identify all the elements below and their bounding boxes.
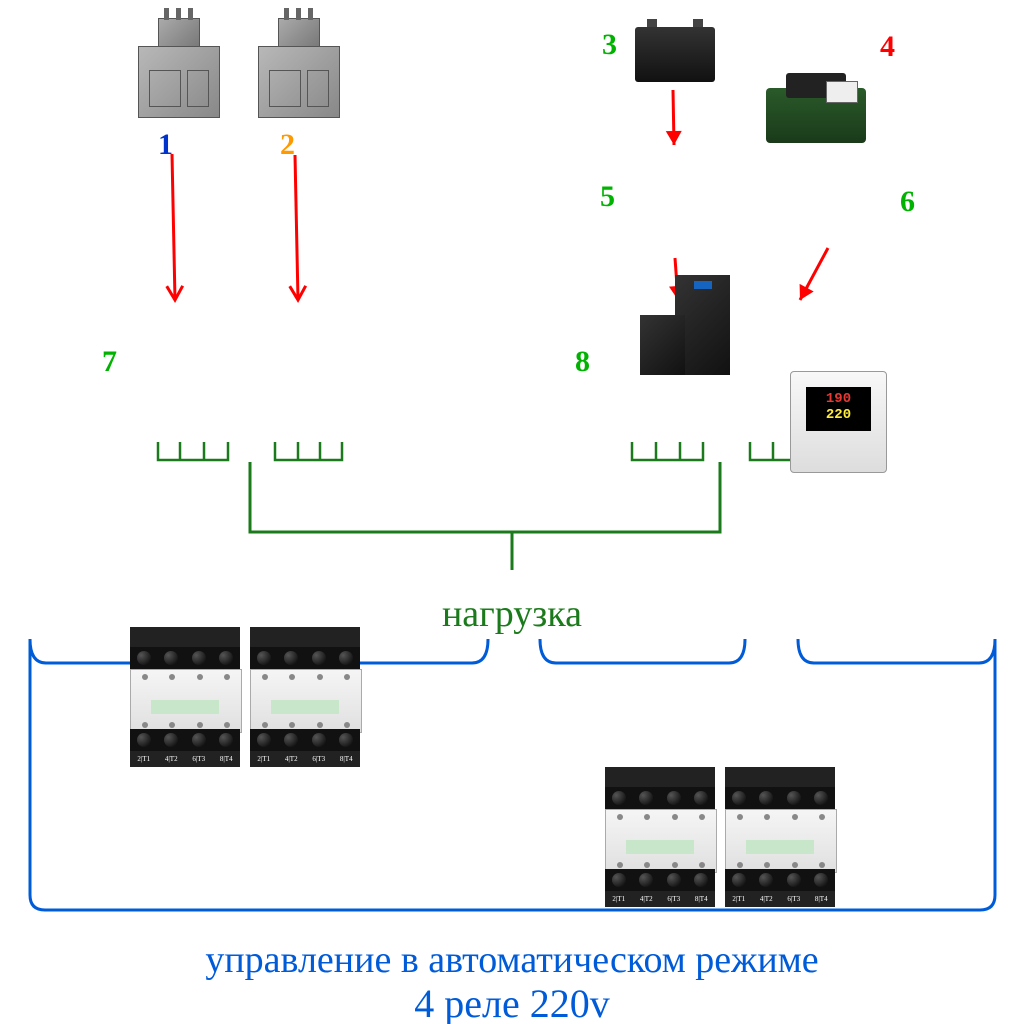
- transformer1: [138, 18, 218, 118]
- ups: [640, 275, 735, 375]
- contactor_right: 2|T14|T26|T38|T42|T14|T26|T38|T4: [605, 767, 835, 907]
- generator: [766, 73, 866, 143]
- regulator: 190220: [790, 371, 887, 473]
- contactor_left: 2|T14|T26|T38|T42|T14|T26|T38|T4: [130, 627, 360, 767]
- label-generator: 4: [880, 30, 895, 64]
- label-regulator: 6: [900, 185, 915, 219]
- label-contactor_right: 8: [575, 345, 590, 379]
- label-transformer1: 1: [158, 128, 173, 162]
- label-ups: 5: [600, 180, 615, 214]
- text-bottom1: управление в автоматическом режиме: [0, 938, 1024, 982]
- label-transformer2: 2: [280, 128, 295, 162]
- text-bottom2: 4 реле 220v: [0, 980, 1024, 1024]
- label-contactor_left: 7: [102, 345, 117, 379]
- transformer2: [258, 18, 338, 118]
- label-battery: 3: [602, 28, 617, 62]
- battery: [635, 27, 715, 82]
- text-load: нагрузка: [0, 592, 1024, 636]
